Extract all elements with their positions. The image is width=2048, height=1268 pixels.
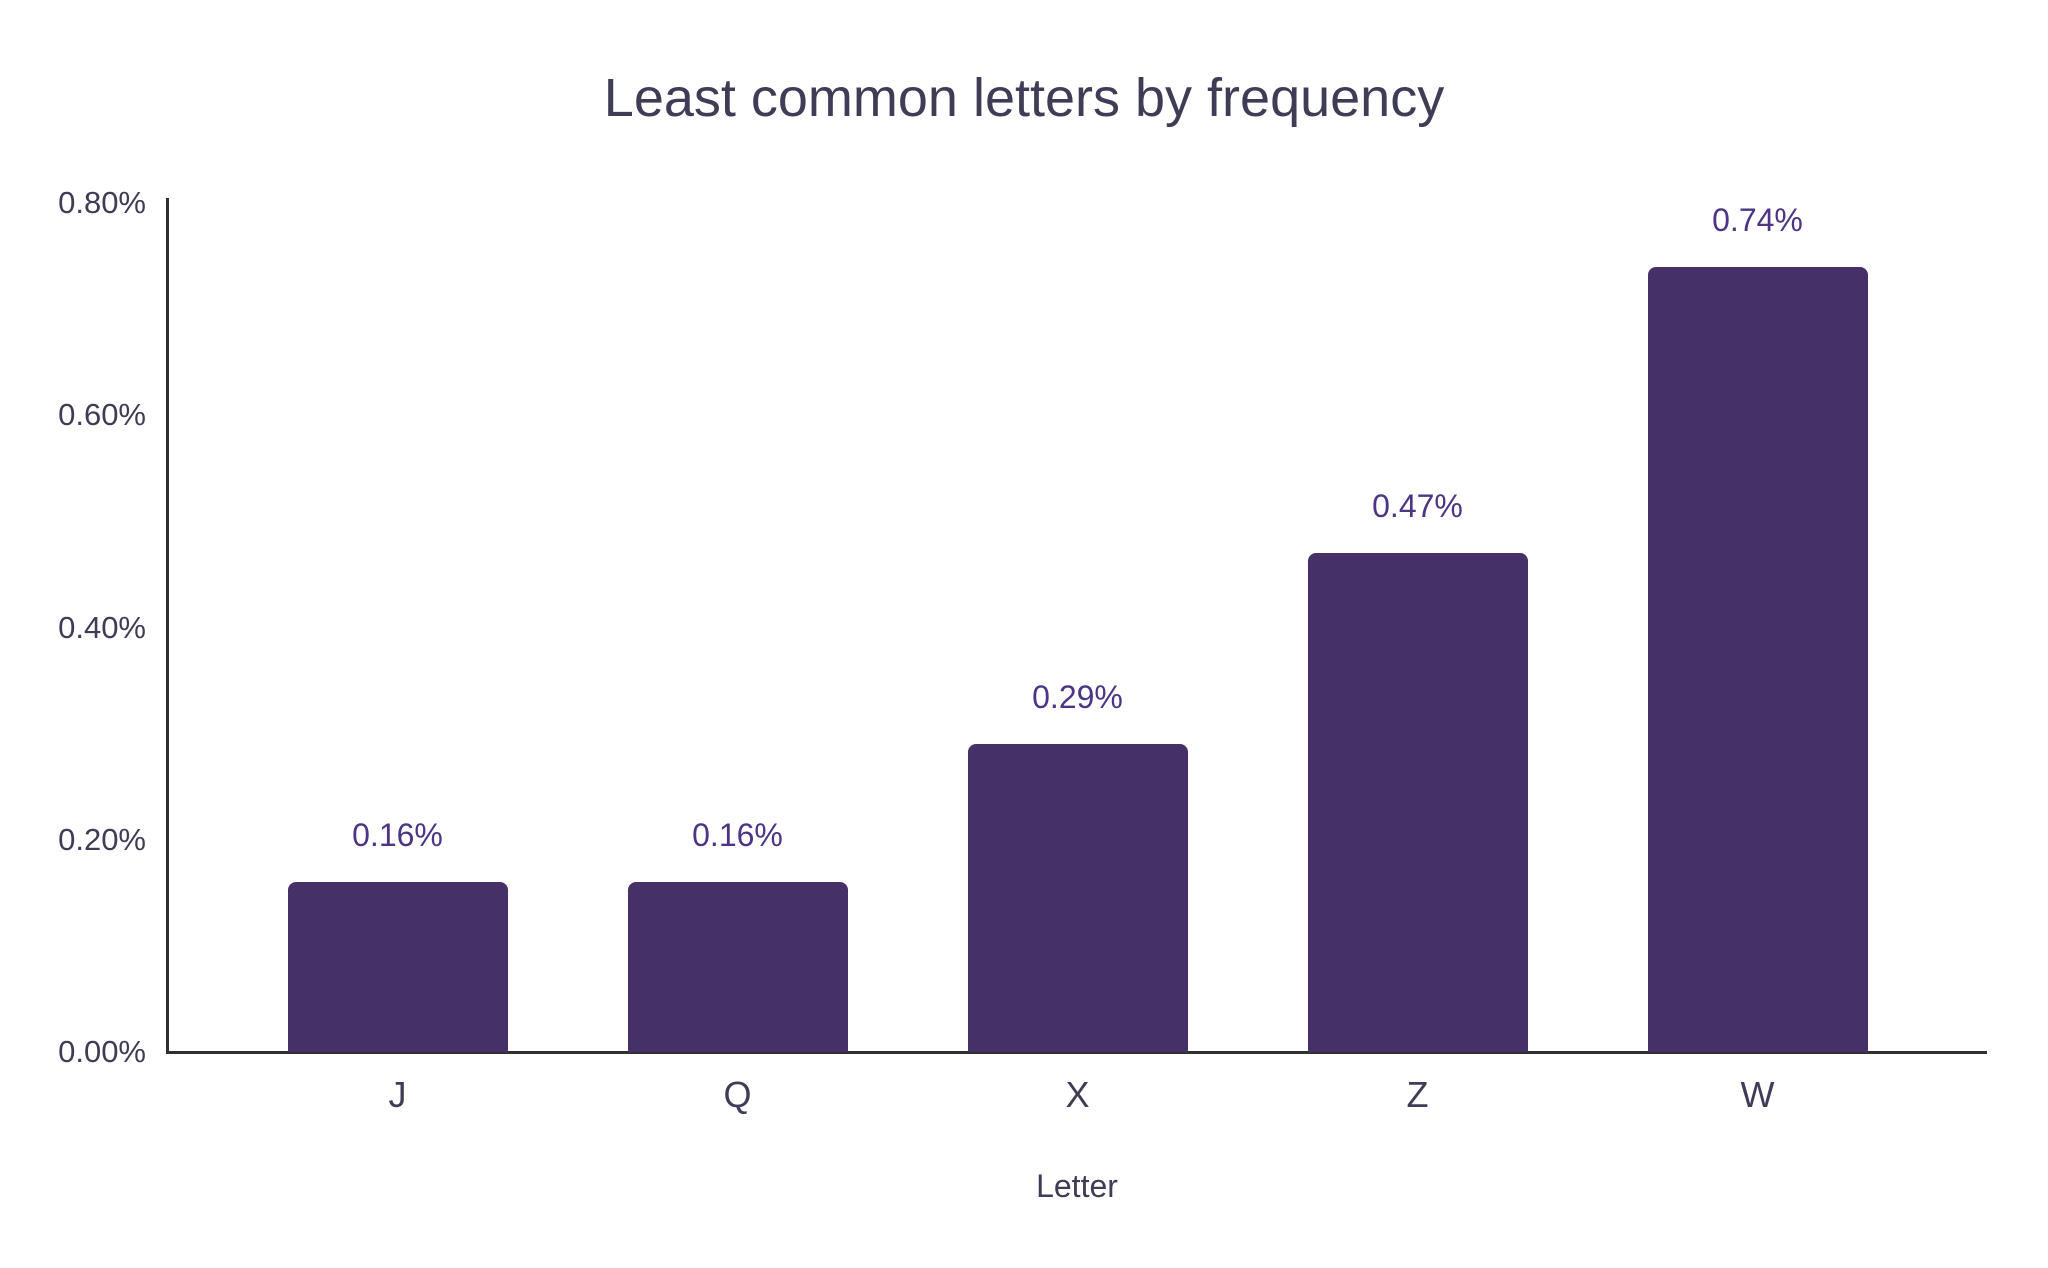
bar-value-label: 0.74% bbox=[1712, 201, 1803, 238]
bar-value-label: 0.29% bbox=[1032, 679, 1123, 716]
x-axis-line bbox=[166, 1051, 1987, 1054]
bar-J bbox=[287, 882, 508, 1052]
y-axis-line bbox=[166, 198, 169, 1054]
bar-W bbox=[1647, 266, 1868, 1052]
bar-value-label: 0.16% bbox=[352, 817, 443, 854]
y-tick-label: 0.00% bbox=[58, 1034, 146, 1069]
chart-title: Least common letters by frequency bbox=[603, 68, 1445, 128]
y-tick-label: 0.60% bbox=[58, 397, 146, 433]
x-tick-label: J bbox=[388, 1074, 407, 1115]
y-tick-label: 0.40% bbox=[58, 609, 146, 645]
x-tick-label: Z bbox=[1406, 1074, 1429, 1115]
x-tick-label: X bbox=[1065, 1074, 1090, 1115]
bar-Z bbox=[1307, 553, 1528, 1052]
x-tick-label: Q bbox=[723, 1074, 752, 1115]
bar-X bbox=[967, 744, 1188, 1052]
bar-Q bbox=[627, 882, 848, 1052]
y-tick-label: 0.80% bbox=[58, 185, 146, 220]
x-tick-label: W bbox=[1740, 1074, 1775, 1115]
bar-value-label: 0.47% bbox=[1372, 488, 1463, 525]
x-axis-title: Letter bbox=[1036, 1168, 1118, 1204]
bar-value-label: 0.16% bbox=[692, 817, 783, 854]
y-tick-label: 0.20% bbox=[58, 821, 146, 857]
